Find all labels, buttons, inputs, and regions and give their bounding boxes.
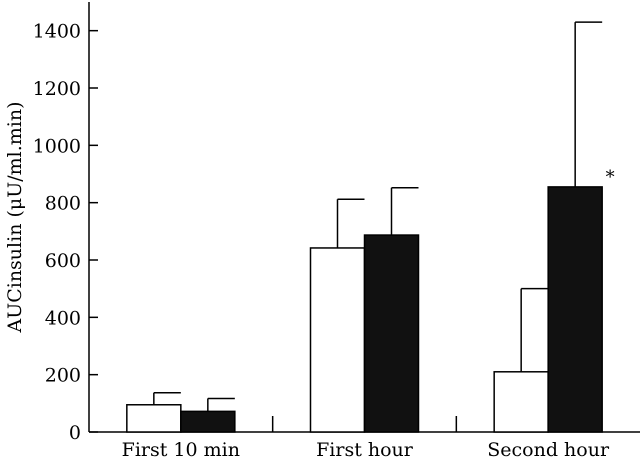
y-tick-label: 0 [69, 422, 81, 444]
y-tick-label: 1400 [33, 21, 81, 43]
y-tick-label: 1000 [33, 135, 81, 157]
bar [180, 410, 236, 433]
x-tick-label: Second hour [487, 439, 610, 459]
y-tick-label: 400 [45, 307, 81, 329]
bar [493, 371, 549, 433]
labels: First 10 min First hour Second hour * [122, 167, 615, 459]
y-tick-label: 200 [45, 365, 81, 387]
y-tick-label: 1200 [33, 78, 81, 100]
y-axis-label: AUCinsulin (μU/ml.min) [4, 101, 26, 333]
bar [547, 186, 603, 433]
axes: 0 200 400 600 800 1000 1200 1400 [33, 2, 640, 444]
x-tick-label: First 10 min [122, 439, 240, 459]
x-tick-label: First hour [316, 439, 414, 459]
error-bars [153, 21, 603, 412]
significance-annotation: * [606, 167, 615, 188]
bar [363, 234, 420, 433]
bar [126, 404, 182, 433]
bars [126, 186, 603, 433]
y-tick-label: 600 [45, 250, 81, 272]
bar [309, 247, 366, 433]
y-tick-label: 800 [45, 193, 81, 215]
